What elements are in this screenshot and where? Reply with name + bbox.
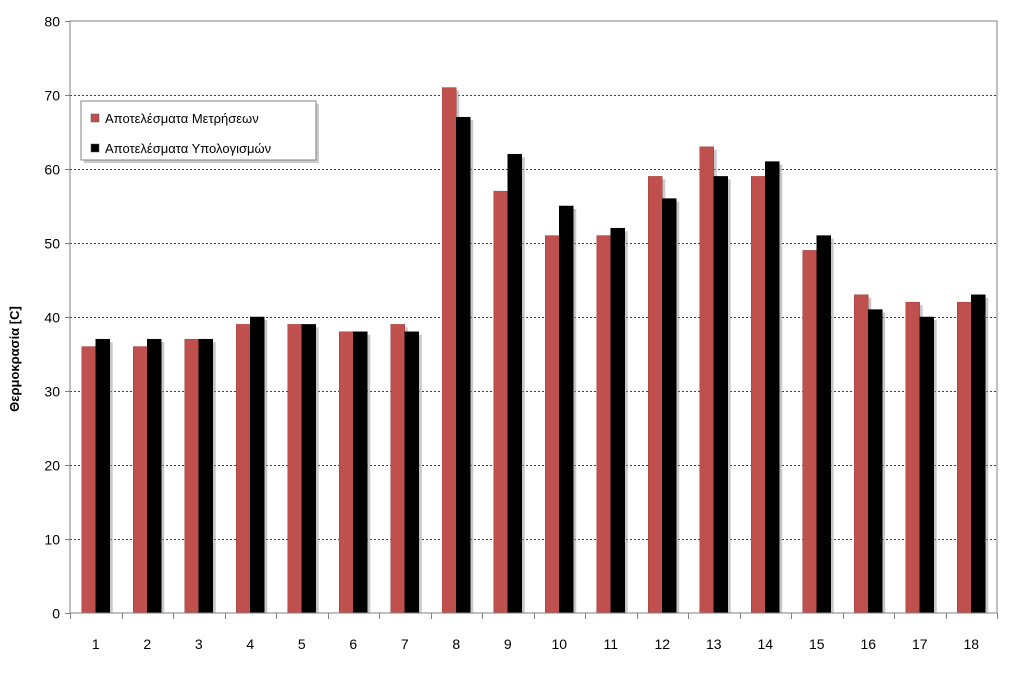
bar-measured-14 — [751, 176, 766, 614]
legend-box — [80, 100, 317, 161]
y-axis-title: Θερμοκρασία [C] — [7, 306, 22, 412]
x-tick-label: 2 — [143, 636, 151, 652]
legend-label: Αποτελέσματα Υπολογισμών — [105, 141, 271, 156]
x-tick-label: 16 — [860, 636, 876, 652]
bar-computed-2 — [147, 338, 162, 614]
x-tick-label: 10 — [551, 636, 567, 652]
bar-measured-5 — [287, 324, 302, 614]
legend-label: Αποτελέσματα Μετρήσεων — [105, 111, 259, 126]
bar-computed-13 — [713, 176, 728, 614]
bar-measured-7 — [390, 324, 405, 614]
x-tick-label: 9 — [504, 636, 512, 652]
x-tick-label: 1 — [92, 636, 100, 652]
bar-measured-1 — [81, 346, 96, 614]
bar-computed-12 — [662, 198, 677, 614]
bar-measured-8 — [442, 87, 457, 614]
bar-computed-14 — [765, 161, 780, 614]
y-tick-label: 70 — [44, 88, 60, 104]
bar-computed-8 — [456, 116, 471, 614]
bar-measured-12 — [648, 176, 663, 614]
x-tick-label: 13 — [706, 636, 722, 652]
grid-layer — [70, 95, 997, 540]
y-tick-label: 20 — [44, 458, 60, 474]
y-tick-label: 60 — [44, 162, 60, 178]
bar-computed-1 — [95, 338, 110, 614]
x-tick-label: 3 — [195, 636, 203, 652]
bar-computed-18 — [971, 294, 986, 614]
bar-measured-10 — [545, 235, 560, 614]
y-tick-label: 0 — [52, 606, 60, 622]
bar-measured-18 — [957, 301, 972, 614]
bar-computed-17 — [919, 316, 934, 614]
bar-computed-6 — [353, 331, 368, 614]
bar-measured-6 — [339, 331, 354, 614]
bar-measured-16 — [854, 294, 869, 614]
bar-computed-4 — [250, 316, 265, 614]
y-tick-label: 50 — [44, 236, 60, 252]
bar-computed-11 — [610, 227, 625, 614]
y-tick-label: 40 — [44, 310, 60, 326]
bar-measured-2 — [133, 346, 148, 614]
bar-computed-15 — [816, 235, 831, 614]
x-tick-label: 6 — [349, 636, 357, 652]
bar-computed-7 — [404, 331, 419, 614]
axes-layer — [65, 20, 998, 619]
bar-computed-3 — [198, 338, 213, 614]
y-tick-label: 30 — [44, 384, 60, 400]
x-tick-label: 15 — [809, 636, 825, 652]
bar-measured-15 — [802, 250, 817, 614]
x-tick-label: 12 — [654, 636, 670, 652]
bar-measured-4 — [236, 324, 251, 614]
bar-measured-11 — [596, 235, 611, 614]
x-tick-label: 7 — [401, 636, 409, 652]
x-tick-label: 8 — [452, 636, 460, 652]
bar-measured-9 — [493, 190, 508, 614]
bar-computed-16 — [868, 309, 883, 614]
x-tick-label: 17 — [912, 636, 928, 652]
y-tick-label: 10 — [44, 532, 60, 548]
bar-computed-9 — [507, 153, 522, 614]
bars-layer — [81, 87, 989, 614]
bar-measured-17 — [905, 301, 920, 614]
bar-measured-13 — [699, 146, 714, 614]
x-tick-label: 18 — [963, 636, 979, 652]
y-tick-label: 80 — [44, 14, 60, 30]
x-tick-label: 11 — [603, 636, 618, 652]
legend: Αποτελέσματα Μετρήσεων Αποτελέσματα Υπολο… — [80, 100, 319, 163]
bar-measured-3 — [184, 338, 199, 614]
x-tick-label: 5 — [298, 636, 306, 652]
x-tick-label: 4 — [246, 636, 254, 652]
bar-computed-5 — [301, 324, 316, 614]
legend-swatch — [90, 143, 100, 153]
x-tick-label: 14 — [757, 636, 773, 652]
legend-swatch — [90, 113, 100, 123]
bar-computed-10 — [559, 205, 574, 614]
